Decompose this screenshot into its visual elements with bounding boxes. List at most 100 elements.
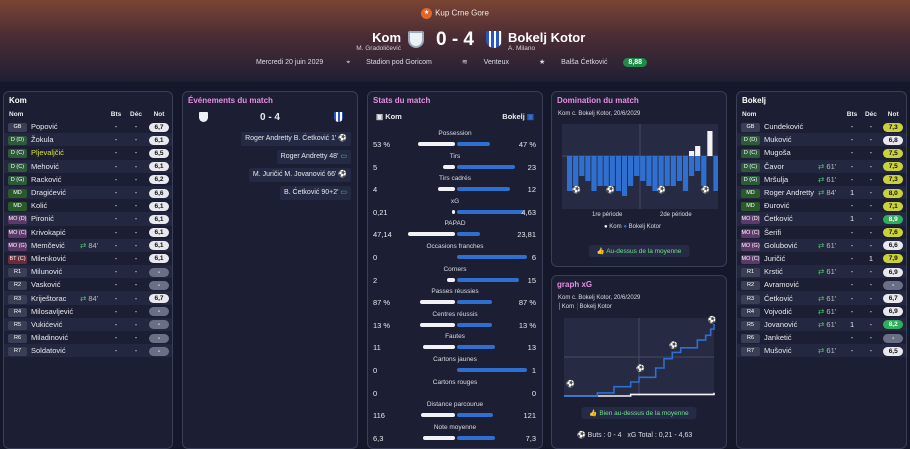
player-row[interactable]: MD Đurović - - 7,1 xyxy=(737,199,906,212)
player-name[interactable]: Mehović xyxy=(29,159,78,173)
player-name[interactable]: Kolić xyxy=(31,201,48,211)
away-team-name[interactable]: Bokelj Kotor xyxy=(508,30,586,45)
player-row[interactable]: MD Roger Andretty ⇄ 84' 1 - 8,0 xyxy=(737,185,906,200)
player-name[interactable]: Kriještorac xyxy=(29,291,78,305)
home-crest-icon[interactable] xyxy=(408,31,424,48)
player-row[interactable]: R7 Soldatović - - - xyxy=(4,344,172,358)
player-row[interactable]: MO (C) Krivokapić - - 6,1 xyxy=(4,226,172,239)
player-row[interactable]: R2 Vasković - - - xyxy=(4,278,172,291)
stat-row[interactable]: Note moyenne 6,3 7,3 xyxy=(368,424,542,446)
player-name[interactable]: Popović xyxy=(31,122,58,132)
player-name[interactable]: Cundeković xyxy=(764,122,804,132)
player-row[interactable]: R1 Krstić ⇄ 61' - - 6,9 xyxy=(737,265,906,279)
stat-row[interactable]: Fautes 11 13 xyxy=(368,333,542,355)
home-coach[interactable]: M. Gradoličević xyxy=(356,45,401,52)
col-header[interactable]: Not xyxy=(153,111,165,118)
player-name[interactable]: Miladinović xyxy=(31,333,69,343)
player-name[interactable]: Žokula xyxy=(29,133,78,147)
player-row[interactable]: R5 Vukićević - - - xyxy=(4,317,172,331)
player-row[interactable]: D (G) Mršulja ⇄ 61' - - 7,3 xyxy=(737,173,906,186)
player-name[interactable]: Memčević xyxy=(29,238,78,252)
player-row[interactable]: D (D) Muković - - 6,8 xyxy=(737,133,906,147)
player-row[interactable]: R6 Miladinović - - - xyxy=(4,331,172,344)
stat-row[interactable]: Cartons jaunes 0 1 xyxy=(368,356,542,378)
player-name[interactable]: Soldatović xyxy=(29,344,78,358)
player-row[interactable]: R7 Mušović ⇄ 61' - - 6,5 xyxy=(737,344,906,358)
player-row[interactable]: MO (C) Šerifi - - 7,6 xyxy=(737,226,906,239)
player-name[interactable]: Avramović xyxy=(764,280,799,290)
player-row[interactable]: D (C) Mehović - - 6,1 xyxy=(4,159,172,173)
player-row[interactable]: R4 Milosavljević - - - xyxy=(4,305,172,318)
player-row[interactable]: R2 Avramović - - - xyxy=(737,278,906,291)
player-row[interactable]: D (G) Racković - - 6,2 xyxy=(4,173,172,186)
col-header[interactable]: Not xyxy=(887,111,899,118)
player-row[interactable]: MO (G) Memčević ⇄ 84' - - 6,1 xyxy=(4,238,172,252)
col-header[interactable]: Déc xyxy=(130,111,142,118)
player-name[interactable]: Krivokapić xyxy=(31,227,66,237)
home-team-name[interactable]: Kom xyxy=(372,30,401,45)
player-name[interactable]: Mugoša xyxy=(764,148,791,158)
player-name[interactable]: Čavor xyxy=(762,159,817,173)
player-name[interactable]: Pljevaljčić xyxy=(31,148,64,158)
xg-note[interactable]: 👍 Bien au-dessus de la moyenne xyxy=(581,407,697,419)
away-crest-icon[interactable] xyxy=(486,31,502,48)
stat-row[interactable]: Cartons rouges 0 0 xyxy=(368,379,542,401)
stat-row[interactable]: Corners 2 15 xyxy=(368,266,542,288)
player-row[interactable]: R3 Kriještorac ⇄ 84' - - 6,7 xyxy=(4,291,172,305)
stat-row[interactable]: Passes réussies 87 % 87 % xyxy=(368,288,542,310)
stat-row[interactable]: Tirs 5 23 xyxy=(368,153,542,175)
player-row[interactable]: R1 Milunović - - - xyxy=(4,265,172,279)
referee[interactable]: ★ Balša Ćetković 8,88 xyxy=(532,58,654,67)
player-name[interactable]: Vojvodić xyxy=(764,306,792,316)
col-header[interactable]: Déc xyxy=(864,111,877,118)
player-row[interactable]: BT (C) Milenković - - 6,1 xyxy=(4,252,172,265)
player-name[interactable]: Golubović xyxy=(762,238,817,252)
stats-away-team[interactable]: Bokelj ▣ xyxy=(502,112,534,121)
player-name[interactable]: Muković xyxy=(762,133,817,147)
player-name[interactable]: Mršulja xyxy=(764,174,789,184)
player-row[interactable]: D (C) Mugoša - - 7,5 xyxy=(737,146,906,159)
player-row[interactable]: MD Dragićević - - 6,6 xyxy=(4,185,172,200)
player-name[interactable]: Jovanović xyxy=(762,317,817,331)
player-row[interactable]: D (C) Čavor ⇄ 61' - - 7,5 xyxy=(737,159,906,173)
player-row[interactable]: MO (D) Pironić - - 6,1 xyxy=(4,212,172,226)
player-row[interactable]: GB Popović - - 6,7 xyxy=(4,120,172,133)
domination-note[interactable]: 👍 Au-dessus de la moyenne xyxy=(588,245,690,257)
player-name[interactable]: Janketić xyxy=(764,333,792,343)
player-name[interactable]: Juričić xyxy=(764,253,786,263)
player-row[interactable]: R5 Jovanović ⇄ 61' 1 - 8,2 xyxy=(737,317,906,331)
col-header[interactable]: Bts xyxy=(846,111,858,118)
event-row[interactable]: B. Ćetković 90+2' ▭ xyxy=(279,186,351,200)
player-row[interactable]: MO (C) Juričić - 1 7,9 xyxy=(737,252,906,265)
stat-row[interactable]: Centres réussis 13 % 13 % xyxy=(368,311,542,333)
event-row[interactable]: Roger Andretty B. Ćetković 1' ⚽ xyxy=(241,132,351,146)
player-name[interactable]: Milosavljević xyxy=(31,306,74,316)
stat-row[interactable]: PAPAD 47,14 23,81 xyxy=(368,220,542,242)
player-row[interactable]: MO (G) Golubović ⇄ 61' - - 6,6 xyxy=(737,238,906,252)
event-row[interactable]: M. Juričić M. Jovanović 66' ⚽ xyxy=(248,168,351,182)
player-name[interactable]: Vasković xyxy=(31,280,61,290)
col-header[interactable]: Nom xyxy=(742,111,757,118)
competition-label[interactable]: ★ Kup Crne Gore xyxy=(0,8,910,19)
player-row[interactable]: R3 Ćetković ⇄ 61' - - 6,7 xyxy=(737,291,906,305)
player-row[interactable]: R4 Vojvodić ⇄ 61' - - 6,9 xyxy=(737,305,906,318)
stat-row[interactable]: Possession 53 % 47 % xyxy=(368,130,542,152)
player-name[interactable]: Ćetković xyxy=(762,291,817,305)
player-name[interactable]: Vukićević xyxy=(29,317,78,331)
player-name[interactable]: Racković xyxy=(31,174,62,184)
player-row[interactable]: D (D) Žokula - - 6,1 xyxy=(4,133,172,147)
away-coach[interactable]: A. Milano xyxy=(508,45,536,52)
player-row[interactable]: R6 Janketić - - - xyxy=(737,331,906,344)
player-name[interactable]: Šerifi xyxy=(764,227,782,237)
player-row[interactable]: D (C) Pljevaljčić - - 6,5 xyxy=(4,146,172,159)
stat-row[interactable]: xG 0,21 4,63 xyxy=(368,198,542,220)
player-name[interactable]: Milenković xyxy=(31,253,67,263)
player-row[interactable]: GB Cundeković - - 7,3 xyxy=(737,120,906,133)
player-name[interactable]: Krstić xyxy=(762,265,817,279)
stat-row[interactable]: Distance parcourue 116 121 xyxy=(368,401,542,423)
player-name[interactable]: Ćetković xyxy=(762,212,817,226)
player-name[interactable]: Mušović xyxy=(762,344,817,358)
stat-row[interactable]: Occasions franches 0 6 xyxy=(368,243,542,265)
stats-home-team[interactable]: ▣ Kom xyxy=(376,112,402,121)
player-row[interactable]: MD Kolić - - 6,1 xyxy=(4,199,172,212)
